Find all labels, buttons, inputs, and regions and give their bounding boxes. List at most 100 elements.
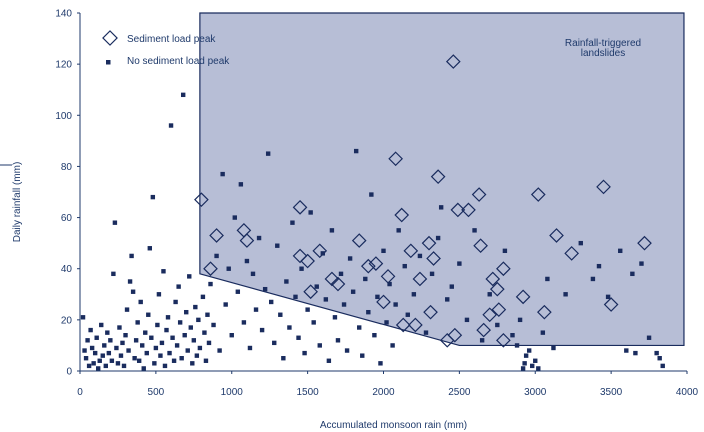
no-peak-point bbox=[435, 235, 441, 241]
peak-point bbox=[380, 269, 396, 284]
no-peak-point bbox=[146, 312, 151, 317]
no-peak-point bbox=[96, 366, 101, 371]
no-peak-point bbox=[105, 330, 110, 335]
no-peak-point bbox=[275, 243, 280, 248]
no-peak-point bbox=[299, 266, 304, 271]
no-peak-point bbox=[196, 317, 201, 323]
no-peak-point bbox=[523, 353, 529, 358]
no-peak-point bbox=[253, 307, 259, 312]
no-peak-point bbox=[91, 361, 96, 366]
no-peak-point bbox=[449, 284, 454, 289]
peak-point bbox=[403, 243, 419, 259]
peak-point bbox=[324, 271, 340, 287]
x-tick-label: 1500 bbox=[297, 387, 320, 398]
no-peak-point bbox=[184, 309, 189, 315]
peak-point bbox=[303, 284, 319, 300]
no-peak-point bbox=[114, 345, 119, 351]
no-peak-point bbox=[102, 343, 107, 348]
y-tick-label: 0 bbox=[66, 367, 72, 378]
no-peak-point bbox=[185, 348, 190, 353]
no-peak-point bbox=[472, 228, 477, 233]
x-tick-label: 2000 bbox=[372, 387, 395, 398]
peak-point bbox=[203, 261, 218, 277]
no-peak-point bbox=[120, 340, 125, 346]
no-peak-point bbox=[411, 292, 417, 297]
peak-point bbox=[496, 332, 511, 348]
no-peak-point bbox=[206, 340, 212, 346]
no-peak-point bbox=[112, 220, 118, 225]
no-peak-point bbox=[147, 246, 153, 251]
no-peak-point bbox=[124, 307, 130, 312]
no-peak-point bbox=[514, 343, 520, 348]
no-peak-point bbox=[117, 325, 122, 330]
peak-point bbox=[360, 258, 376, 274]
no-peak-point bbox=[80, 315, 86, 320]
no-peak-point bbox=[197, 345, 203, 351]
no-peak-point bbox=[177, 320, 183, 325]
no-peak-point bbox=[323, 297, 329, 302]
legend: Sediment load peak No sediment load peak bbox=[102, 30, 230, 67]
no-peak-point bbox=[159, 340, 165, 346]
no-peak-point bbox=[259, 327, 265, 333]
y-tick-label: 120 bbox=[55, 60, 72, 71]
y-tick-label: 80 bbox=[61, 162, 73, 173]
no-peak-point bbox=[180, 92, 186, 98]
no-peak-point bbox=[344, 348, 350, 353]
no-peak-point bbox=[429, 271, 435, 277]
no-peak-point bbox=[97, 358, 102, 363]
no-peak-point bbox=[244, 258, 250, 264]
no-peak-point bbox=[311, 320, 316, 325]
no-peak-point bbox=[135, 320, 140, 325]
y-tick-label: 20 bbox=[61, 315, 73, 326]
no-peak-point bbox=[341, 302, 347, 307]
peak-point bbox=[421, 235, 437, 251]
peak-point bbox=[330, 276, 346, 292]
no-peak-point bbox=[223, 302, 228, 307]
peak-point bbox=[376, 294, 391, 310]
peak-point bbox=[445, 54, 461, 69]
no-peak-point bbox=[203, 358, 209, 363]
no-peak-point bbox=[193, 304, 198, 310]
no-peak-point bbox=[317, 343, 322, 348]
no-peak-point bbox=[155, 322, 160, 328]
no-peak-point bbox=[194, 353, 200, 358]
no-peak-point bbox=[250, 271, 256, 277]
no-peak-point bbox=[563, 292, 568, 297]
no-peak-point bbox=[363, 276, 368, 282]
x-tick-label: 0 bbox=[77, 387, 83, 398]
no-peak-point bbox=[332, 315, 338, 320]
peak-point bbox=[482, 307, 498, 323]
no-peak-point bbox=[290, 220, 295, 225]
no-peak-point bbox=[265, 151, 271, 156]
no-peak-point bbox=[229, 333, 234, 338]
no-peak-point bbox=[191, 338, 197, 343]
no-peak-point bbox=[314, 284, 319, 289]
no-peak-point bbox=[605, 294, 611, 300]
no-peak-point bbox=[423, 330, 429, 335]
no-peak-point bbox=[633, 350, 638, 356]
peak-point bbox=[395, 317, 411, 333]
no-peak-point bbox=[272, 340, 277, 346]
no-peak-point bbox=[118, 353, 124, 358]
x-tick-label: 500 bbox=[148, 387, 165, 398]
no-peak-point bbox=[353, 148, 359, 154]
no-peak-point bbox=[320, 251, 325, 256]
peak-point bbox=[596, 179, 611, 195]
no-peak-point bbox=[596, 263, 602, 269]
no-peak-point bbox=[396, 228, 401, 233]
no-peak-point bbox=[108, 338, 113, 343]
no-peak-point bbox=[86, 363, 92, 369]
no-peak-point bbox=[82, 348, 87, 353]
peak-point bbox=[412, 271, 428, 287]
legend-label-sediment-peak: Sediment load peak bbox=[127, 34, 216, 45]
no-peak-point bbox=[372, 333, 377, 338]
y-tick-label: 40 bbox=[61, 264, 73, 275]
no-peak-point bbox=[405, 312, 410, 317]
no-peak-point bbox=[578, 240, 583, 246]
no-peak-point bbox=[129, 253, 134, 259]
no-peak-point bbox=[241, 320, 247, 325]
no-peak-point bbox=[630, 271, 635, 277]
no-peak-point bbox=[127, 279, 133, 284]
peak-point bbox=[537, 304, 552, 320]
